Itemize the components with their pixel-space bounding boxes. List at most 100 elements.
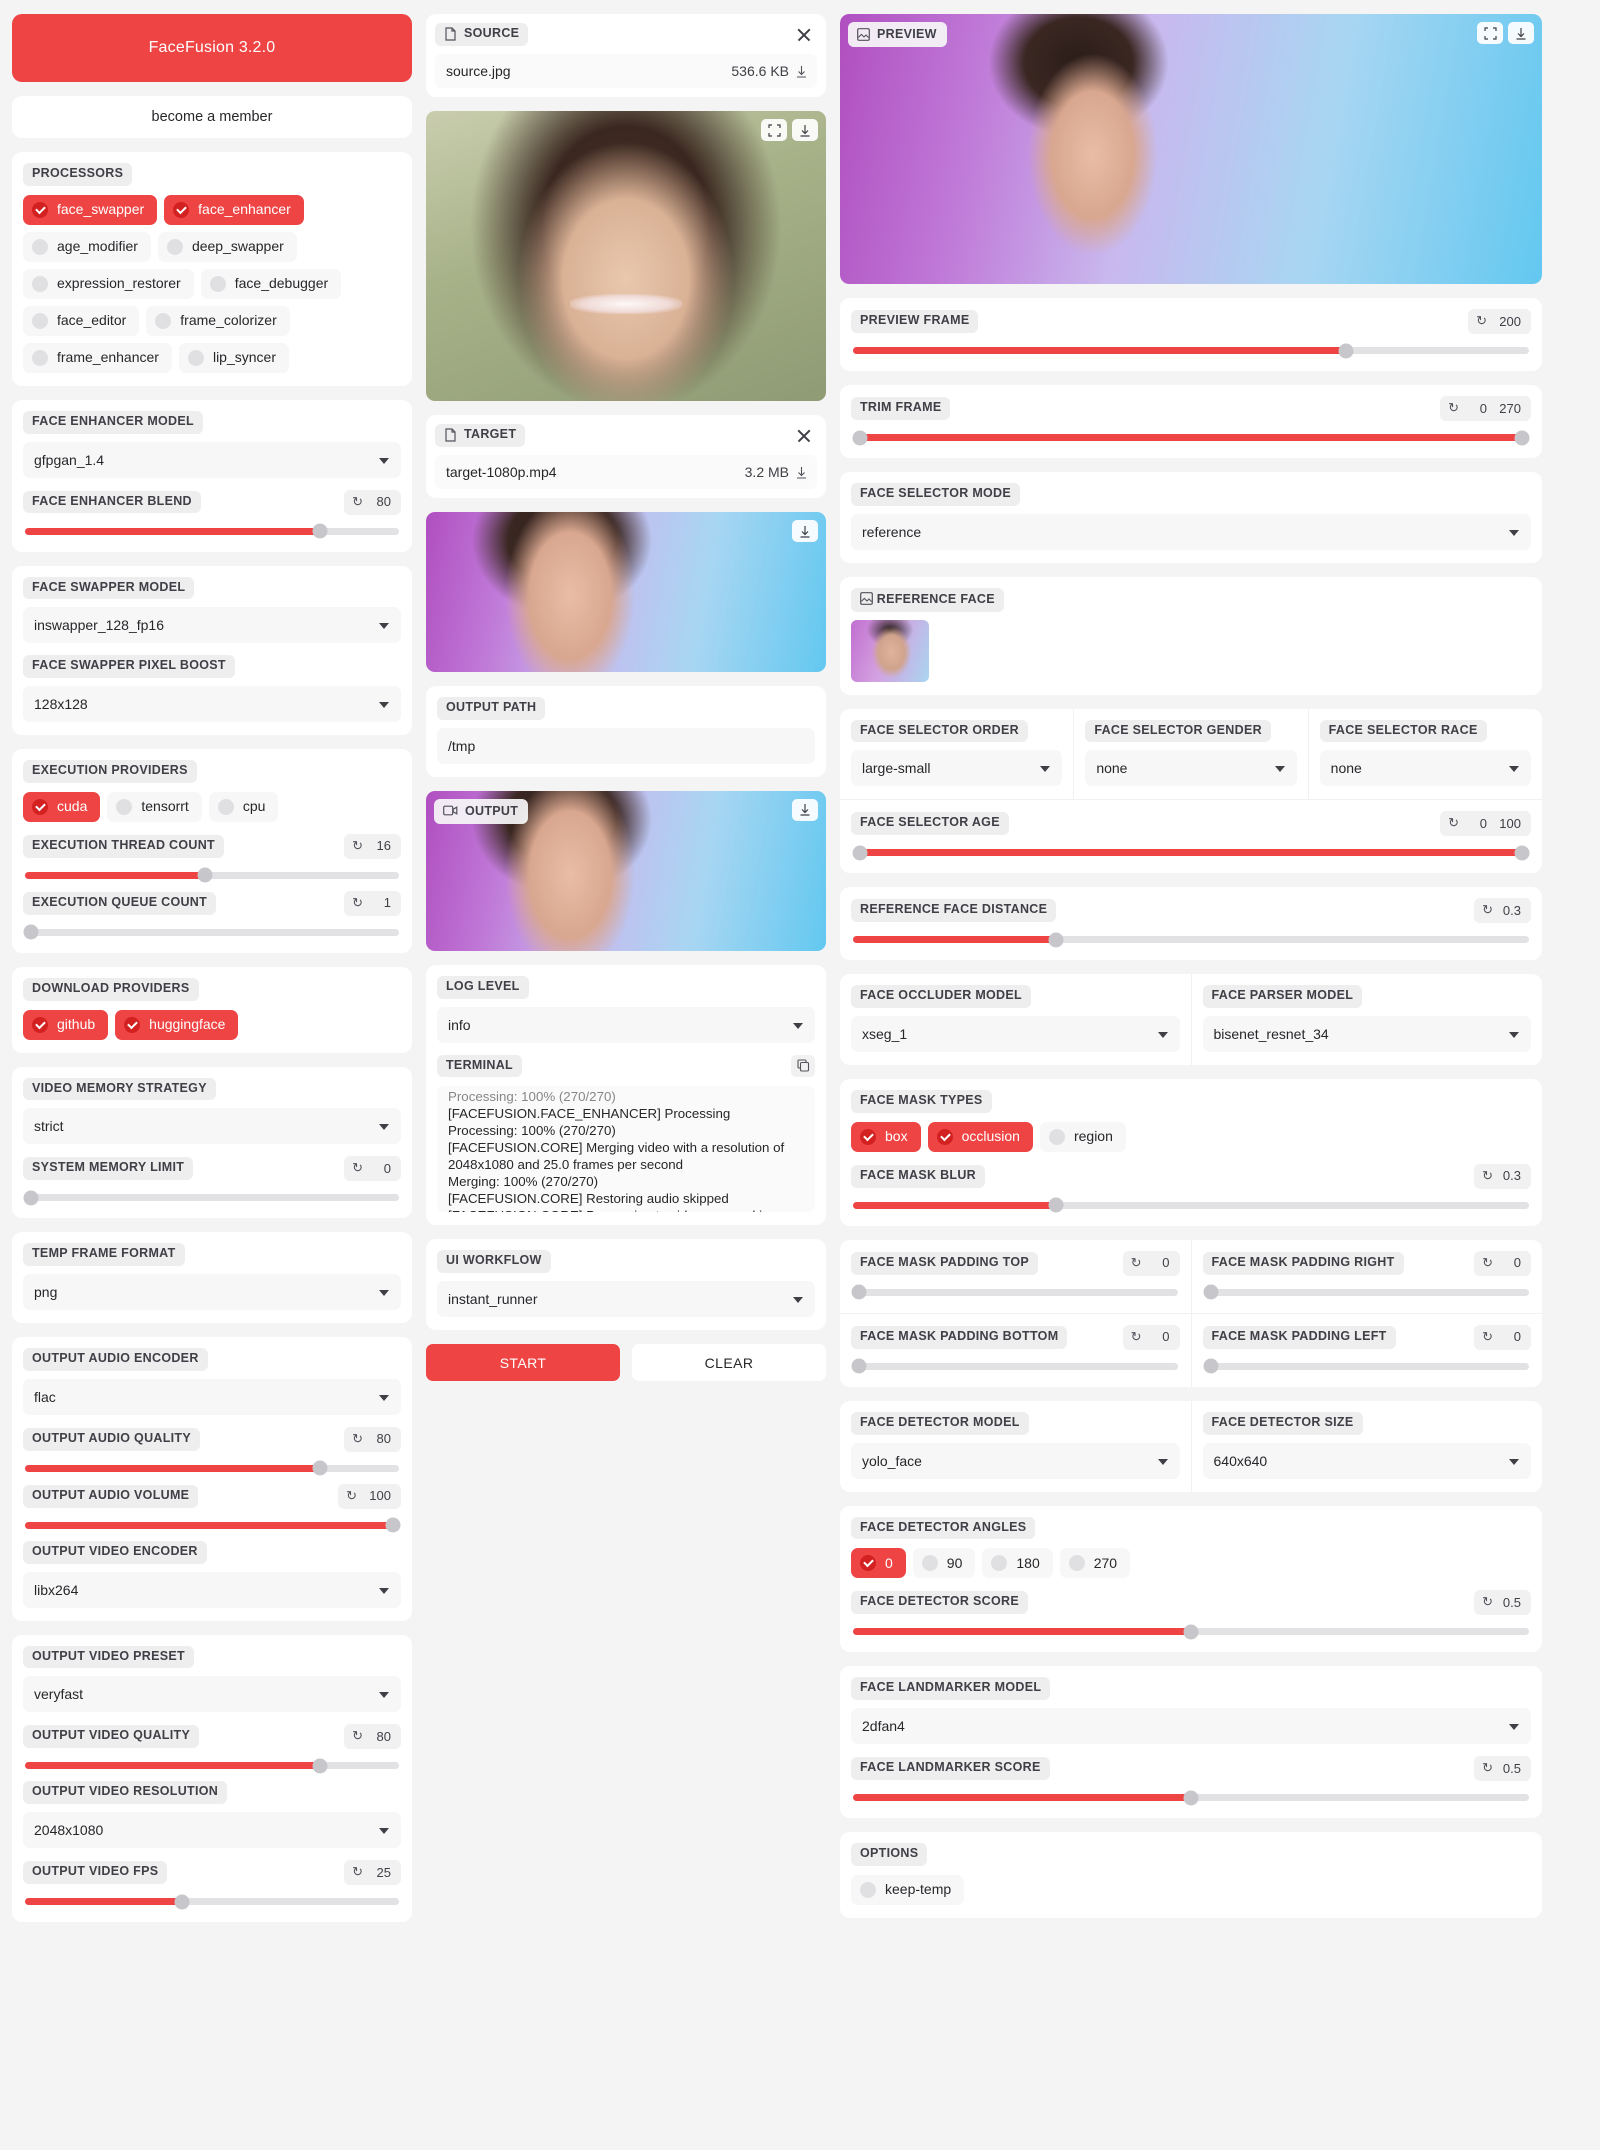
face-detector-size-select[interactable]: 640x640 — [1202, 1442, 1531, 1479]
output-video-fps-value-box[interactable]: ↻ 25 — [344, 1860, 401, 1885]
face-detector-model-select[interactable]: yolo_face — [851, 1442, 1180, 1479]
temp-frame-format-select[interactable]: png — [23, 1274, 401, 1310]
output-video-preset-select[interactable]: veryfast — [23, 1676, 401, 1713]
reference-face-thumbnail[interactable] — [851, 619, 929, 682]
face-enhancer-model-select[interactable]: gfpgan_1.4 — [23, 441, 401, 478]
video-memory-strategy-select[interactable]: strict — [23, 1108, 401, 1145]
face-swapper-model-select[interactable]: inswapper_128_fp16 — [23, 607, 401, 644]
face-mask-type-box[interactable]: box — [851, 1121, 921, 1152]
face-mask-padding-top-slider[interactable] — [851, 1284, 1178, 1300]
face-parser-model-select[interactable]: bisenet_resnet_34 — [1202, 1016, 1531, 1052]
reset-icon[interactable]: ↻ — [1482, 1760, 1493, 1775]
execution-queue-count-slider[interactable] — [23, 924, 399, 940]
output-video-quality-slider[interactable] — [25, 1758, 399, 1774]
face-selector-age-range-slider[interactable] — [852, 845, 1530, 861]
processor-face-swapper[interactable]: face_swapper — [23, 194, 158, 225]
reset-icon[interactable]: ↻ — [346, 1487, 357, 1503]
face-mask-padding-bottom-slider[interactable] — [851, 1358, 1178, 1374]
reset-icon[interactable]: ↻ — [1448, 400, 1459, 415]
reset-icon[interactable]: ↻ — [1476, 313, 1487, 328]
output-video-encoder-select[interactable]: libx264 — [23, 1571, 401, 1608]
face-detector-angle-270[interactable]: 270 — [1059, 1548, 1131, 1579]
processor-frame-colorizer[interactable]: frame_colorizer — [146, 305, 290, 336]
ui-workflow-select[interactable]: instant_runner — [437, 1281, 815, 1317]
system-memory-limit-slider[interactable] — [23, 1190, 399, 1206]
close-icon[interactable] — [795, 26, 813, 44]
download-provider-huggingface[interactable]: huggingface — [115, 1009, 239, 1040]
reset-icon[interactable]: ↻ — [352, 493, 363, 509]
clear-button[interactable]: CLEAR — [632, 1344, 826, 1381]
face-mask-padding-left-value-box[interactable]: ↻ 0 — [1474, 1324, 1531, 1350]
reset-icon[interactable]: ↻ — [1482, 902, 1493, 918]
processor-deep-swapper[interactable]: deep_swapper — [157, 231, 297, 262]
reset-icon[interactable]: ↻ — [1482, 1167, 1493, 1183]
reset-icon[interactable]: ↻ — [1482, 1328, 1493, 1344]
terminal-output[interactable]: Processing: 100% (270/270) [FACEFUSION.F… — [437, 1086, 815, 1213]
reset-icon[interactable]: ↻ — [352, 1430, 363, 1446]
face-selector-mode-select[interactable]: reference — [851, 513, 1531, 550]
face-mask-padding-bottom-value-box[interactable]: ↻ 0 — [1122, 1324, 1180, 1350]
face-mask-type-region[interactable]: region — [1039, 1121, 1126, 1152]
processor-face-enhancer[interactable]: face_enhancer — [164, 194, 304, 225]
reset-icon[interactable]: ↻ — [352, 1728, 363, 1744]
download-icon[interactable] — [792, 798, 818, 821]
face-swapper-pixel-boost-select[interactable]: 128x128 — [23, 686, 401, 722]
reset-icon[interactable]: ↻ — [352, 894, 363, 910]
face-selector-age-value-box[interactable]: ↻ 0 100 — [1440, 811, 1531, 837]
face-detector-score-value-box[interactable]: ↻ 0.5 — [1474, 1590, 1531, 1616]
output-path-input[interactable]: /tmp — [437, 727, 815, 764]
face-detector-score-slider[interactable] — [853, 1624, 1529, 1640]
face-detector-angle-90[interactable]: 90 — [912, 1548, 976, 1579]
reference-face-distance-slider[interactable] — [853, 932, 1529, 948]
reset-icon[interactable]: ↻ — [1130, 1254, 1142, 1270]
output-audio-volume-value-box[interactable]: ↻ 100 — [338, 1483, 401, 1509]
output-audio-volume-slider[interactable] — [25, 1517, 401, 1533]
face-detector-angle-180[interactable]: 180 — [982, 1548, 1053, 1579]
trim-frame-range-slider[interactable] — [852, 430, 1530, 445]
face-mask-blur-value-box[interactable]: ↻ 0.3 — [1474, 1163, 1531, 1189]
face-mask-blur-slider[interactable] — [853, 1197, 1529, 1213]
close-icon[interactable] — [795, 427, 813, 445]
download-icon[interactable] — [792, 520, 818, 542]
face-mask-padding-left-slider[interactable] — [1203, 1358, 1529, 1374]
face-selector-order-select[interactable]: large-small — [851, 750, 1063, 787]
reset-icon[interactable]: ↻ — [1130, 1328, 1142, 1344]
reset-icon[interactable]: ↻ — [1448, 815, 1459, 831]
fullscreen-icon[interactable] — [761, 119, 787, 141]
trim-frame-value-box[interactable]: ↻ 0 270 — [1440, 396, 1531, 421]
face-enhancer-blend-value-box[interactable]: ↻ 80 — [344, 489, 401, 515]
face-landmarker-score-value-box[interactable]: ↻ 0.5 — [1474, 1756, 1531, 1781]
source-file-row[interactable]: source.jpg 536.6 KB — [435, 54, 817, 88]
copy-icon[interactable] — [791, 1054, 815, 1077]
system-memory-limit-value-box[interactable]: ↻ 0 — [344, 1156, 401, 1182]
preview-frame-value-box[interactable]: ↻ 200 — [1468, 309, 1531, 334]
download-icon[interactable] — [792, 119, 818, 141]
output-audio-encoder-select[interactable]: flac — [23, 1378, 401, 1415]
execution-queue-count-value-box[interactable]: ↻ 1 — [344, 890, 401, 916]
execution-provider-cuda[interactable]: cuda — [23, 791, 101, 822]
reference-face-distance-value-box[interactable]: ↻ 0.3 — [1474, 898, 1531, 924]
processor-frame-enhancer[interactable]: frame_enhancer — [23, 342, 172, 373]
target-file-row[interactable]: target-1080p.mp4 3.2 MB — [435, 455, 817, 489]
face-selector-gender-select[interactable]: none — [1085, 750, 1297, 787]
face-occluder-model-select[interactable]: xseg_1 — [851, 1016, 1180, 1052]
download-provider-github[interactable]: github — [23, 1009, 109, 1040]
face-enhancer-blend-slider[interactable] — [25, 523, 399, 539]
download-icon[interactable] — [796, 65, 807, 78]
output-video-quality-value-box[interactable]: ↻ 80 — [344, 1724, 401, 1750]
face-landmarker-score-slider[interactable] — [853, 1790, 1529, 1805]
face-mask-padding-right-value-box[interactable]: ↻ 0 — [1474, 1250, 1531, 1276]
processor-face-editor[interactable]: face_editor — [23, 305, 140, 336]
processor-expression-restorer[interactable]: expression_restorer — [23, 268, 194, 299]
start-button[interactable]: START — [426, 1344, 620, 1381]
option-keep-temp[interactable]: keep-temp — [851, 1874, 965, 1905]
output-audio-quality-slider[interactable] — [25, 1460, 399, 1476]
face-mask-padding-right-slider[interactable] — [1203, 1284, 1529, 1300]
face-landmarker-model-select[interactable]: 2dfan4 — [851, 1708, 1531, 1744]
execution-thread-count-slider[interactable] — [25, 867, 399, 883]
output-audio-quality-value-box[interactable]: ↻ 80 — [344, 1426, 401, 1452]
execution-provider-tensorrt[interactable]: tensorrt — [107, 791, 202, 822]
face-selector-race-select[interactable]: none — [1319, 750, 1531, 787]
face-mask-type-occlusion[interactable]: occlusion — [927, 1121, 1033, 1152]
fullscreen-icon[interactable] — [1477, 22, 1503, 44]
